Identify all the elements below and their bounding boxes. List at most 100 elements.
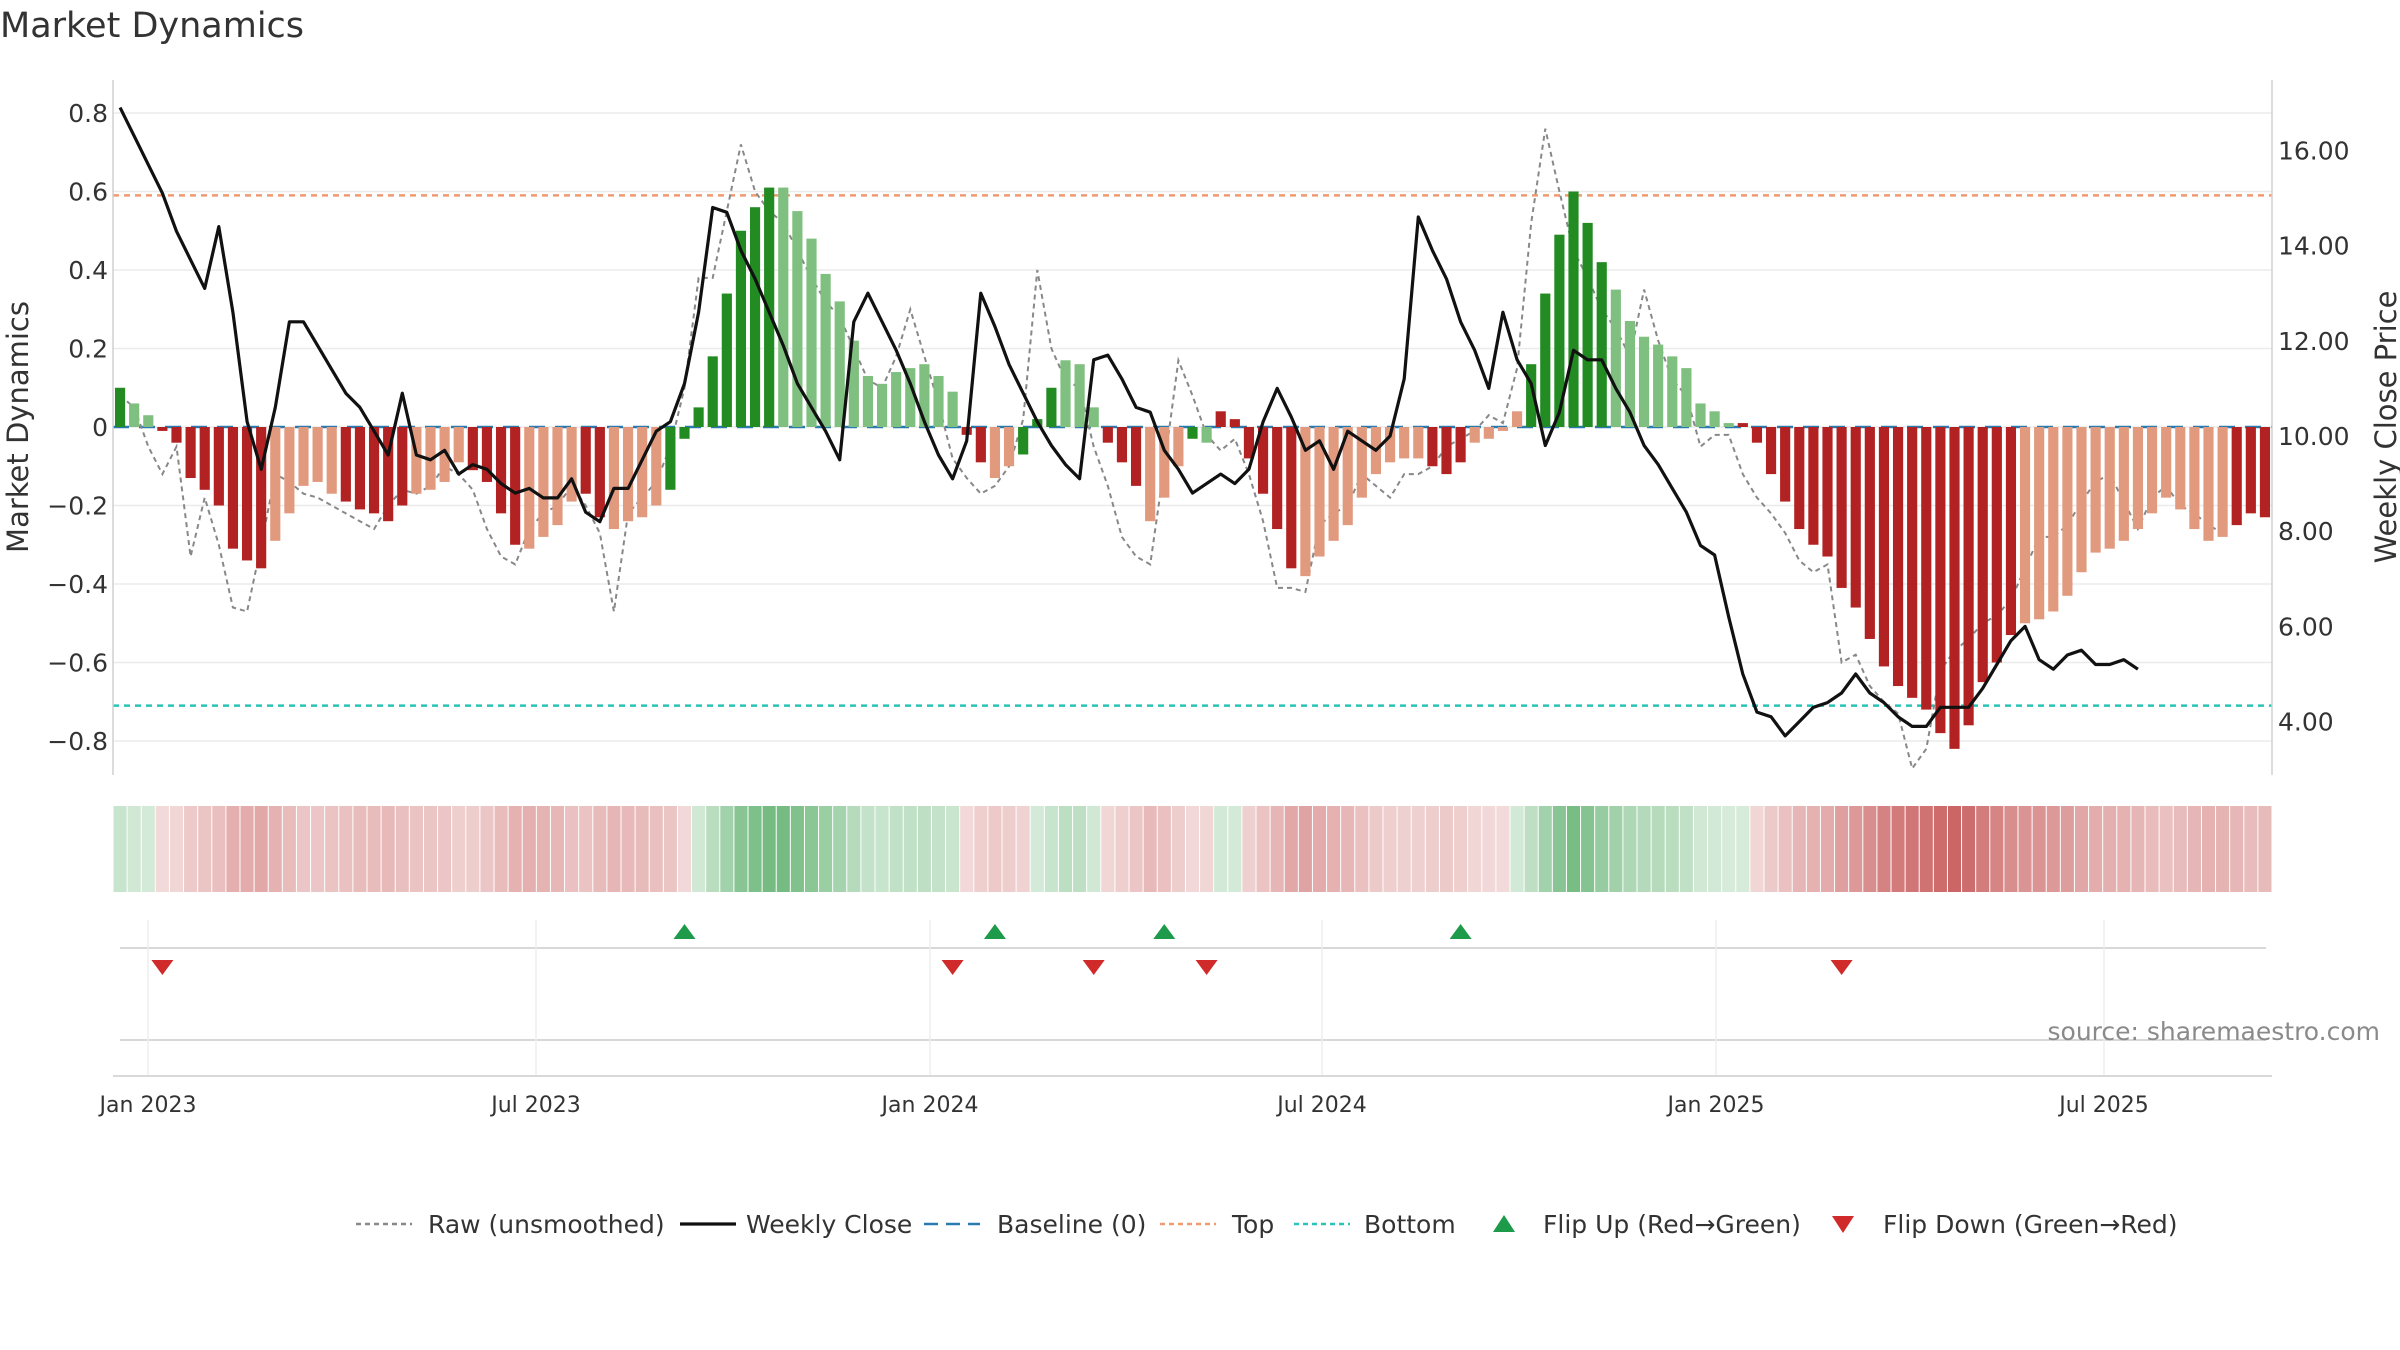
band-cell bbox=[1002, 806, 1016, 892]
band-cell bbox=[833, 806, 847, 892]
band-cell bbox=[198, 806, 212, 892]
bar bbox=[975, 427, 986, 463]
y-tick-label-left: 0 bbox=[92, 413, 108, 442]
reference-lines bbox=[113, 194, 2272, 707]
band-cell bbox=[1609, 806, 1623, 892]
band-cell bbox=[438, 806, 452, 892]
band-cell bbox=[960, 806, 974, 892]
bar bbox=[1243, 427, 1255, 459]
band-cell bbox=[508, 806, 522, 892]
band-cell bbox=[2201, 806, 2216, 892]
background-band bbox=[113, 806, 2272, 892]
source-label: source: sharemaestro.com bbox=[2048, 1017, 2381, 1046]
bar bbox=[467, 427, 478, 471]
bar bbox=[1441, 427, 1452, 475]
bar bbox=[114, 387, 126, 427]
band-cell bbox=[1425, 806, 1439, 892]
x-tick-label: Jan 2024 bbox=[880, 1093, 979, 1118]
bar bbox=[1892, 427, 1904, 687]
bar bbox=[1596, 262, 1607, 427]
band-cell bbox=[1397, 806, 1411, 892]
band-cell bbox=[2173, 806, 2187, 892]
band-cell bbox=[706, 806, 720, 892]
band-cell bbox=[2089, 806, 2103, 892]
bar bbox=[1878, 427, 1890, 667]
bar bbox=[213, 427, 224, 506]
bar bbox=[129, 403, 140, 427]
bar bbox=[1808, 427, 1819, 545]
band-cell bbox=[2187, 806, 2201, 892]
bar bbox=[1003, 427, 1015, 467]
band-cell bbox=[1510, 806, 1524, 892]
band-cell bbox=[917, 806, 931, 892]
band-cell bbox=[1750, 806, 1764, 892]
y-tick-label-left: −0.8 bbox=[47, 727, 108, 756]
bar bbox=[1116, 427, 1128, 463]
band-cell bbox=[621, 806, 635, 892]
band-cell bbox=[1538, 806, 1552, 892]
bar bbox=[1921, 427, 1932, 710]
y-tick-label-left: −0.6 bbox=[47, 649, 108, 678]
band-cell bbox=[2060, 806, 2074, 892]
bar bbox=[792, 211, 803, 427]
band-cell bbox=[1623, 806, 1637, 892]
bar bbox=[876, 383, 888, 427]
bar bbox=[1145, 427, 1156, 522]
bar bbox=[1187, 427, 1198, 439]
bar bbox=[171, 427, 182, 443]
bar bbox=[1018, 427, 1029, 455]
bar bbox=[1159, 427, 1170, 498]
band-cell bbox=[1454, 806, 1468, 892]
band-cell bbox=[1411, 806, 1425, 892]
band-cell bbox=[1044, 806, 1058, 892]
band-cell bbox=[409, 806, 423, 892]
band-cell bbox=[1708, 806, 1722, 892]
band-cell bbox=[1891, 806, 1905, 892]
bar bbox=[1681, 368, 1692, 427]
bar bbox=[1568, 191, 1579, 427]
band-cell bbox=[1482, 806, 1496, 892]
band-cell bbox=[155, 806, 169, 892]
bar bbox=[326, 427, 337, 494]
bar bbox=[1272, 427, 1283, 530]
bar bbox=[2231, 427, 2242, 526]
bar bbox=[1286, 427, 1297, 569]
band-cell bbox=[1214, 806, 1228, 892]
band-cell bbox=[466, 806, 480, 892]
bar bbox=[1977, 427, 1988, 683]
band-cell bbox=[1270, 806, 1284, 892]
raw-unsmoothed-line bbox=[119, 128, 2224, 771]
bar bbox=[552, 427, 563, 526]
bar bbox=[495, 427, 507, 514]
bar bbox=[778, 187, 789, 427]
bar bbox=[622, 427, 634, 522]
legend-label: Bottom bbox=[1364, 1210, 1456, 1239]
band-cell bbox=[931, 806, 946, 892]
band-cell bbox=[240, 806, 254, 892]
y-tick-label-left: 0.4 bbox=[68, 256, 108, 285]
band-cell bbox=[169, 806, 184, 892]
flip-up-marker bbox=[1449, 924, 1472, 939]
band-cell bbox=[550, 806, 565, 892]
bar bbox=[241, 427, 253, 561]
band-cell bbox=[903, 806, 917, 892]
band-cell bbox=[522, 806, 536, 892]
flip-down-marker bbox=[941, 960, 964, 975]
band-cell bbox=[2258, 806, 2272, 892]
bar bbox=[411, 427, 422, 494]
band-cell bbox=[1087, 806, 1101, 892]
band-cell bbox=[536, 806, 550, 892]
bar bbox=[1356, 427, 1367, 498]
axes: 0.8 0.6 0.4 0.2 0 −0.2 −0.4 −0.6 −0.8 16.00 14.00 1… bbox=[1, 80, 2400, 775]
bar bbox=[2175, 427, 2186, 510]
bar bbox=[1088, 407, 1099, 427]
bar bbox=[919, 364, 930, 427]
y-tick-label-right: 8.00 bbox=[2278, 517, 2334, 546]
band-cell bbox=[1030, 806, 1044, 892]
bar bbox=[834, 301, 845, 427]
band-cell bbox=[1185, 806, 1200, 892]
band-cell bbox=[2103, 806, 2117, 892]
bar bbox=[354, 427, 366, 510]
bar bbox=[679, 427, 690, 439]
band-cell bbox=[1157, 806, 1171, 892]
